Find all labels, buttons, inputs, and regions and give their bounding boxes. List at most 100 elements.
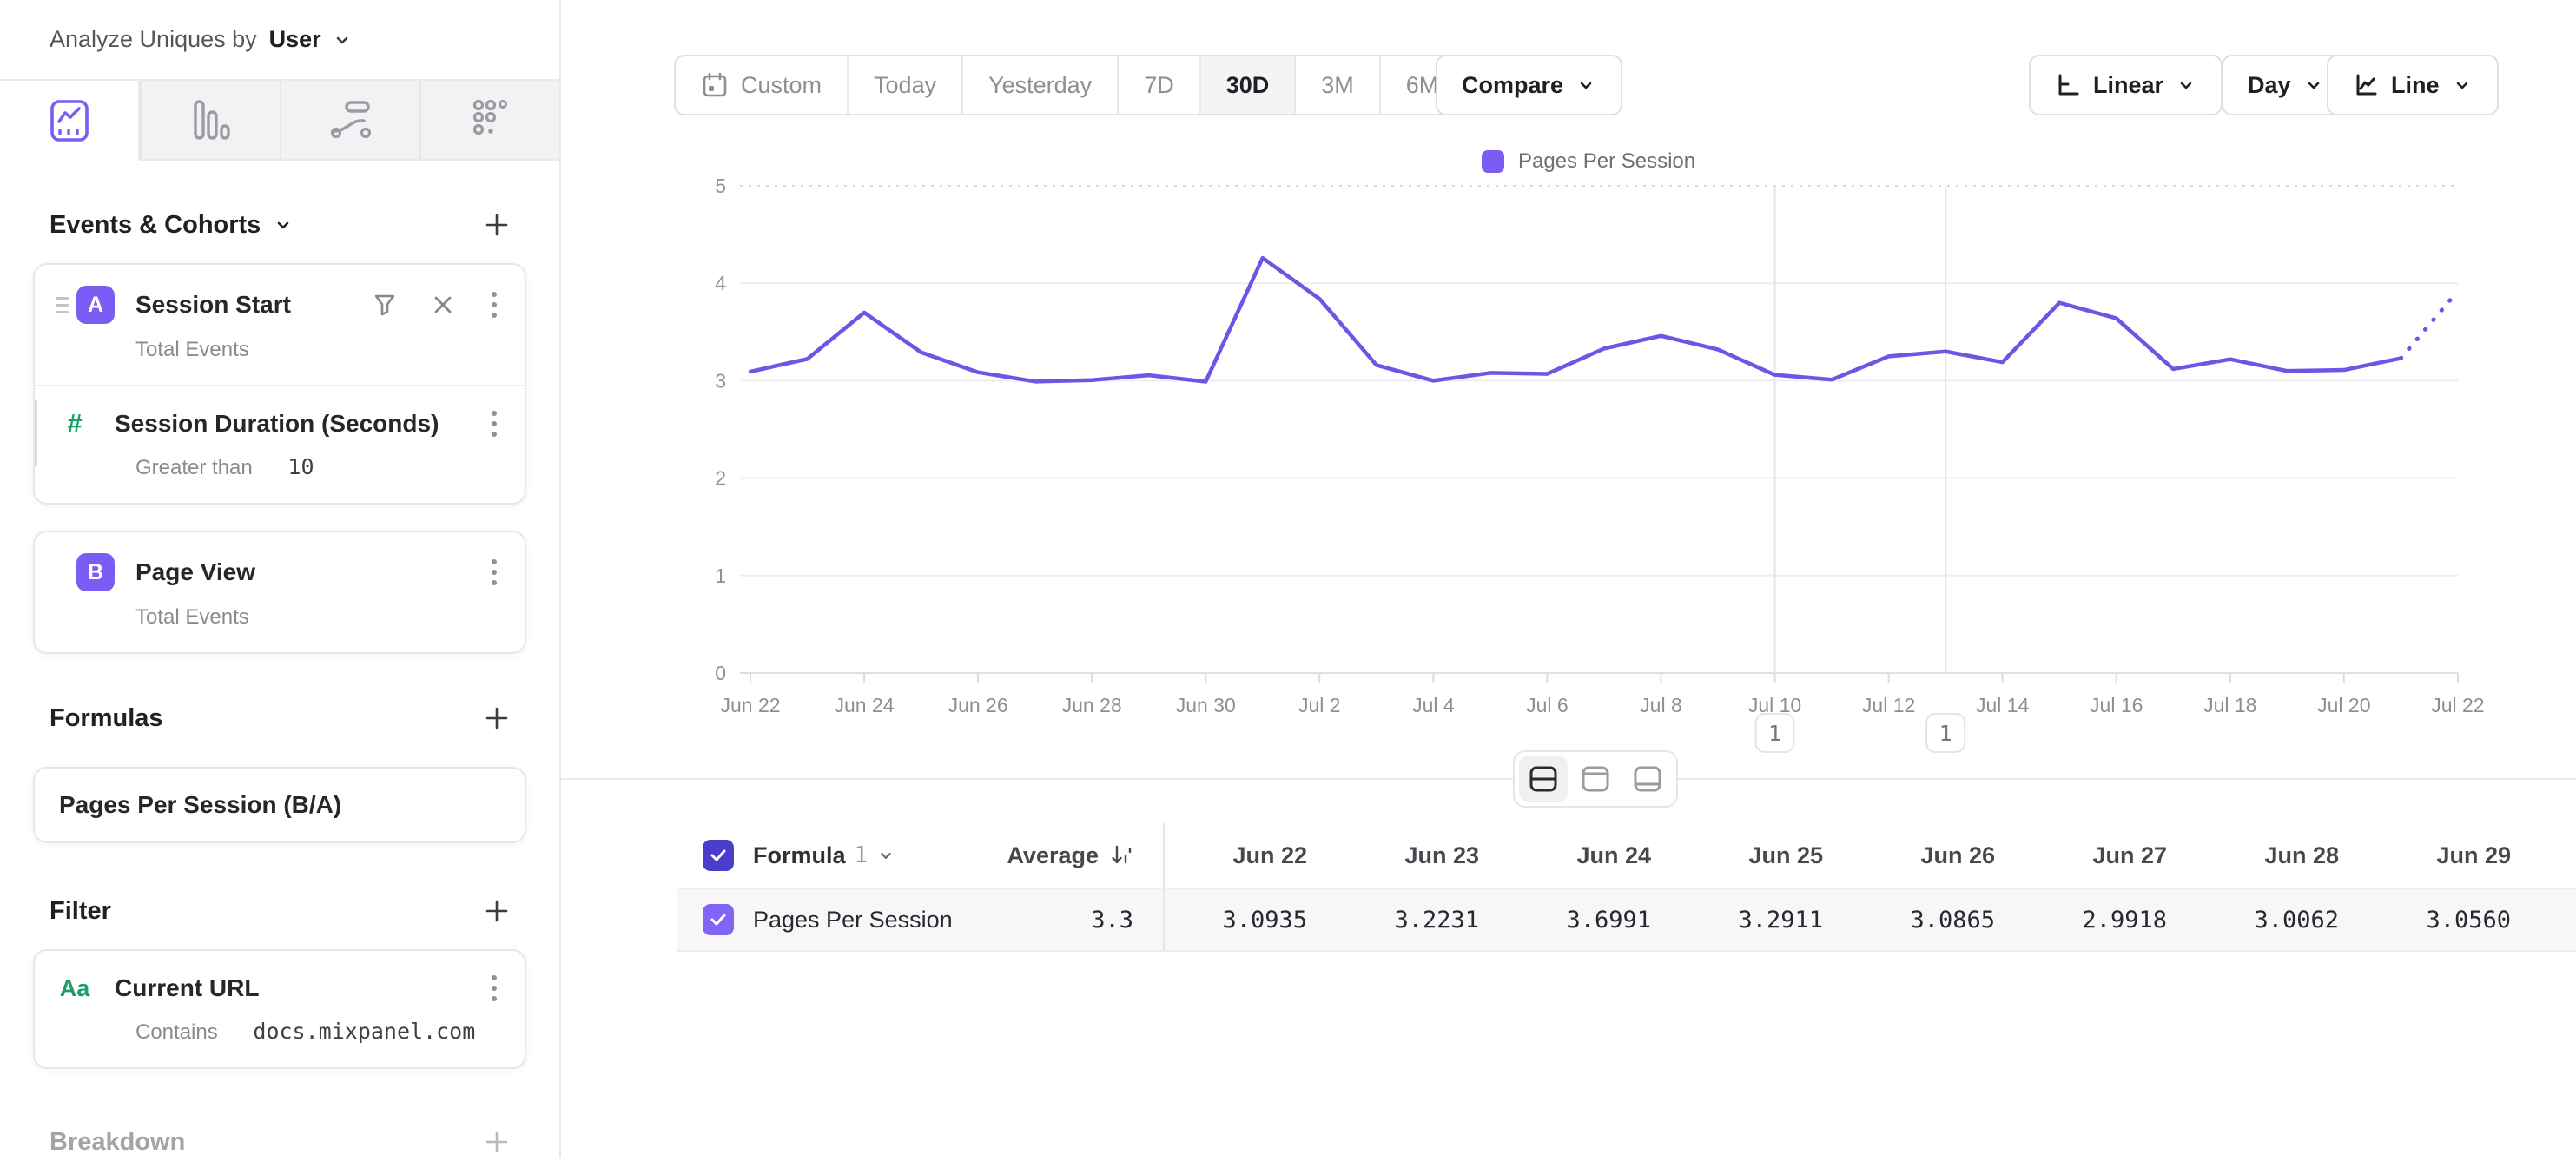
row-checkbox[interactable] bbox=[703, 904, 734, 935]
kebab-menu-icon[interactable] bbox=[488, 972, 500, 1005]
tab-retention[interactable] bbox=[419, 81, 559, 161]
filter-condition[interactable]: Contains docs.mixpanel.com bbox=[135, 1019, 476, 1044]
property-filter[interactable]: Greater than 10 bbox=[135, 454, 314, 479]
add-breakdown-button[interactable] bbox=[479, 1125, 514, 1159]
chart-line-pages-per-session bbox=[748, 255, 2403, 384]
select-all-checkbox[interactable] bbox=[703, 840, 734, 871]
table-column-header[interactable]: Jun 29 bbox=[2436, 841, 2511, 868]
analyze-by-bar[interactable]: Analyze Uniques by User bbox=[0, 0, 559, 79]
drag-handle-icon[interactable] bbox=[49, 296, 75, 313]
table-cell-value: 3.2231 bbox=[1394, 906, 1479, 934]
add-formula-button[interactable] bbox=[479, 701, 514, 736]
table-header-row: Formula 1 Average Jun 22 Jun 23 Jun 24 Jun … bbox=[677, 823, 2576, 888]
range-today[interactable]: Today bbox=[847, 56, 961, 114]
add-filter-button[interactable] bbox=[479, 894, 514, 928]
event-card-page-view[interactable]: B Page View Total Events bbox=[33, 531, 526, 654]
chevron-down-icon bbox=[278, 221, 289, 229]
x-axis-label: Jul 6 bbox=[1526, 694, 1569, 716]
event-card-session-start[interactable]: A Session Start Total Events # Session D… bbox=[33, 263, 526, 505]
table-cell-value: 3.0560 bbox=[2426, 906, 2511, 934]
chart-only-icon bbox=[1582, 766, 1609, 792]
tab-funnels[interactable] bbox=[140, 81, 280, 161]
range-30d[interactable]: 30D bbox=[1199, 56, 1295, 114]
average-column-header[interactable]: Average bbox=[1007, 841, 1099, 868]
event-name[interactable]: Page View bbox=[135, 558, 256, 585]
split-view-icon bbox=[1529, 766, 1557, 792]
range-6m[interactable]: 6M bbox=[1378, 56, 1464, 114]
scale-selector-button[interactable]: Linear bbox=[2029, 55, 2223, 115]
results-table: Formula 1 Average Jun 22 Jun 23 Jun 24 Jun … bbox=[677, 823, 2576, 952]
table-cell-value: 3.0865 bbox=[1910, 906, 1995, 934]
plus-icon bbox=[485, 707, 508, 729]
table-column-header[interactable]: Jun 24 bbox=[1576, 841, 1651, 868]
x-axis-label: Jul 4 bbox=[1412, 694, 1455, 716]
property-filter-value[interactable]: 10 bbox=[287, 454, 314, 479]
check-icon bbox=[710, 914, 726, 926]
retention-grid-icon bbox=[472, 99, 507, 135]
series-group-label[interactable]: Formula bbox=[753, 841, 846, 868]
kebab-menu-icon[interactable] bbox=[488, 556, 500, 589]
line-chart: 0 1 2 3 4 5 1 1 Jun 22 Jun 24 Jun 26 Jun 28 Jun 30 Ju… bbox=[715, 175, 2485, 753]
filter-section-title: Filter bbox=[50, 896, 111, 925]
layout-table-only-button[interactable] bbox=[1623, 756, 1672, 802]
check-icon bbox=[710, 849, 726, 861]
kebab-menu-icon[interactable] bbox=[488, 288, 500, 321]
range-yesterday[interactable]: Yesterday bbox=[961, 56, 1117, 114]
annotation-marker[interactable] bbox=[1925, 713, 1966, 753]
linear-axis-icon bbox=[2058, 74, 2079, 96]
breakdown-section-title: Breakdown bbox=[50, 1127, 186, 1156]
event-aggregation[interactable]: Total Events bbox=[135, 338, 249, 361]
table-column-header[interactable]: Jun 26 bbox=[1920, 841, 1995, 868]
add-event-button[interactable] bbox=[479, 208, 514, 242]
range-3m[interactable]: 3M bbox=[1294, 56, 1379, 114]
table-only-icon bbox=[1634, 766, 1661, 792]
annotation-count: 1 bbox=[1939, 721, 1952, 746]
chart-type-selector-button[interactable]: Line bbox=[2327, 55, 2499, 115]
table-row-pages-per-session[interactable]: Pages Per Session 3.3 3.0935 3.2231 3.6991… bbox=[677, 888, 2576, 952]
close-icon[interactable] bbox=[431, 293, 455, 317]
layout-split-view-button[interactable] bbox=[1519, 756, 1568, 802]
events-section-title[interactable]: Events & Cohorts bbox=[50, 211, 294, 240]
sort-icon[interactable] bbox=[1109, 843, 1133, 868]
tab-flows[interactable] bbox=[280, 81, 419, 161]
annotation-marker[interactable] bbox=[1754, 713, 1795, 753]
event-name[interactable]: Session Start bbox=[135, 291, 291, 318]
chevron-down-icon[interactable] bbox=[876, 846, 895, 865]
table-column-header[interactable]: Jun 23 bbox=[1404, 841, 1479, 868]
event-badge: A bbox=[76, 286, 115, 324]
analyze-by-value[interactable]: User bbox=[268, 26, 321, 52]
kebab-menu-icon[interactable] bbox=[488, 407, 500, 440]
x-axis-label: Jul 18 bbox=[2203, 694, 2256, 716]
y-axis-label: 3 bbox=[715, 369, 726, 392]
report-main-area: Custom Today Yesterday 7D 30D 3M 6M 12M … bbox=[561, 0, 2576, 1158]
flows-icon bbox=[330, 101, 371, 139]
chart-legend[interactable]: Pages Per Session bbox=[1482, 149, 1695, 174]
chevron-down-icon bbox=[2308, 82, 2319, 89]
range-custom[interactable]: Custom bbox=[676, 56, 847, 114]
x-axis-label: Jun 26 bbox=[948, 694, 1008, 716]
formula-name[interactable]: Pages Per Session (B/A) bbox=[59, 791, 342, 818]
tab-insights[interactable] bbox=[0, 81, 140, 161]
y-axis-label: 4 bbox=[715, 272, 726, 294]
plus-icon bbox=[485, 1131, 508, 1153]
row-series-name: Pages Per Session bbox=[753, 906, 953, 933]
filter-card-current-url[interactable]: Aa Current URL Contains docs.mixpanel.co… bbox=[33, 949, 526, 1069]
filter-icon[interactable] bbox=[372, 292, 398, 318]
compare-button[interactable]: Compare bbox=[1436, 55, 1623, 115]
table-column-header[interactable]: Jun 25 bbox=[1748, 841, 1823, 868]
range-7d[interactable]: 7D bbox=[1117, 56, 1199, 114]
table-layout-switcher bbox=[1513, 750, 1678, 808]
filter-condition-value[interactable]: docs.mixpanel.com bbox=[253, 1019, 476, 1044]
table-column-header[interactable]: Jun 27 bbox=[2092, 841, 2167, 868]
formula-card[interactable]: Pages Per Session (B/A) bbox=[33, 767, 526, 843]
event-aggregation[interactable]: Total Events bbox=[135, 605, 249, 629]
layout-chart-only-button[interactable] bbox=[1571, 756, 1620, 802]
x-axis-label: Jul 14 bbox=[1976, 694, 2030, 716]
x-axis-label: Jun 30 bbox=[1176, 694, 1236, 716]
series-group-number: 1 bbox=[854, 842, 869, 868]
table-column-header[interactable]: Jun 22 bbox=[1232, 841, 1307, 868]
table-column-header[interactable]: Jun 28 bbox=[2264, 841, 2339, 868]
filter-property-name[interactable]: Current URL bbox=[115, 974, 260, 1001]
property-name[interactable]: Session Duration (Seconds) bbox=[115, 410, 439, 437]
annotation-count: 1 bbox=[1768, 721, 1781, 746]
